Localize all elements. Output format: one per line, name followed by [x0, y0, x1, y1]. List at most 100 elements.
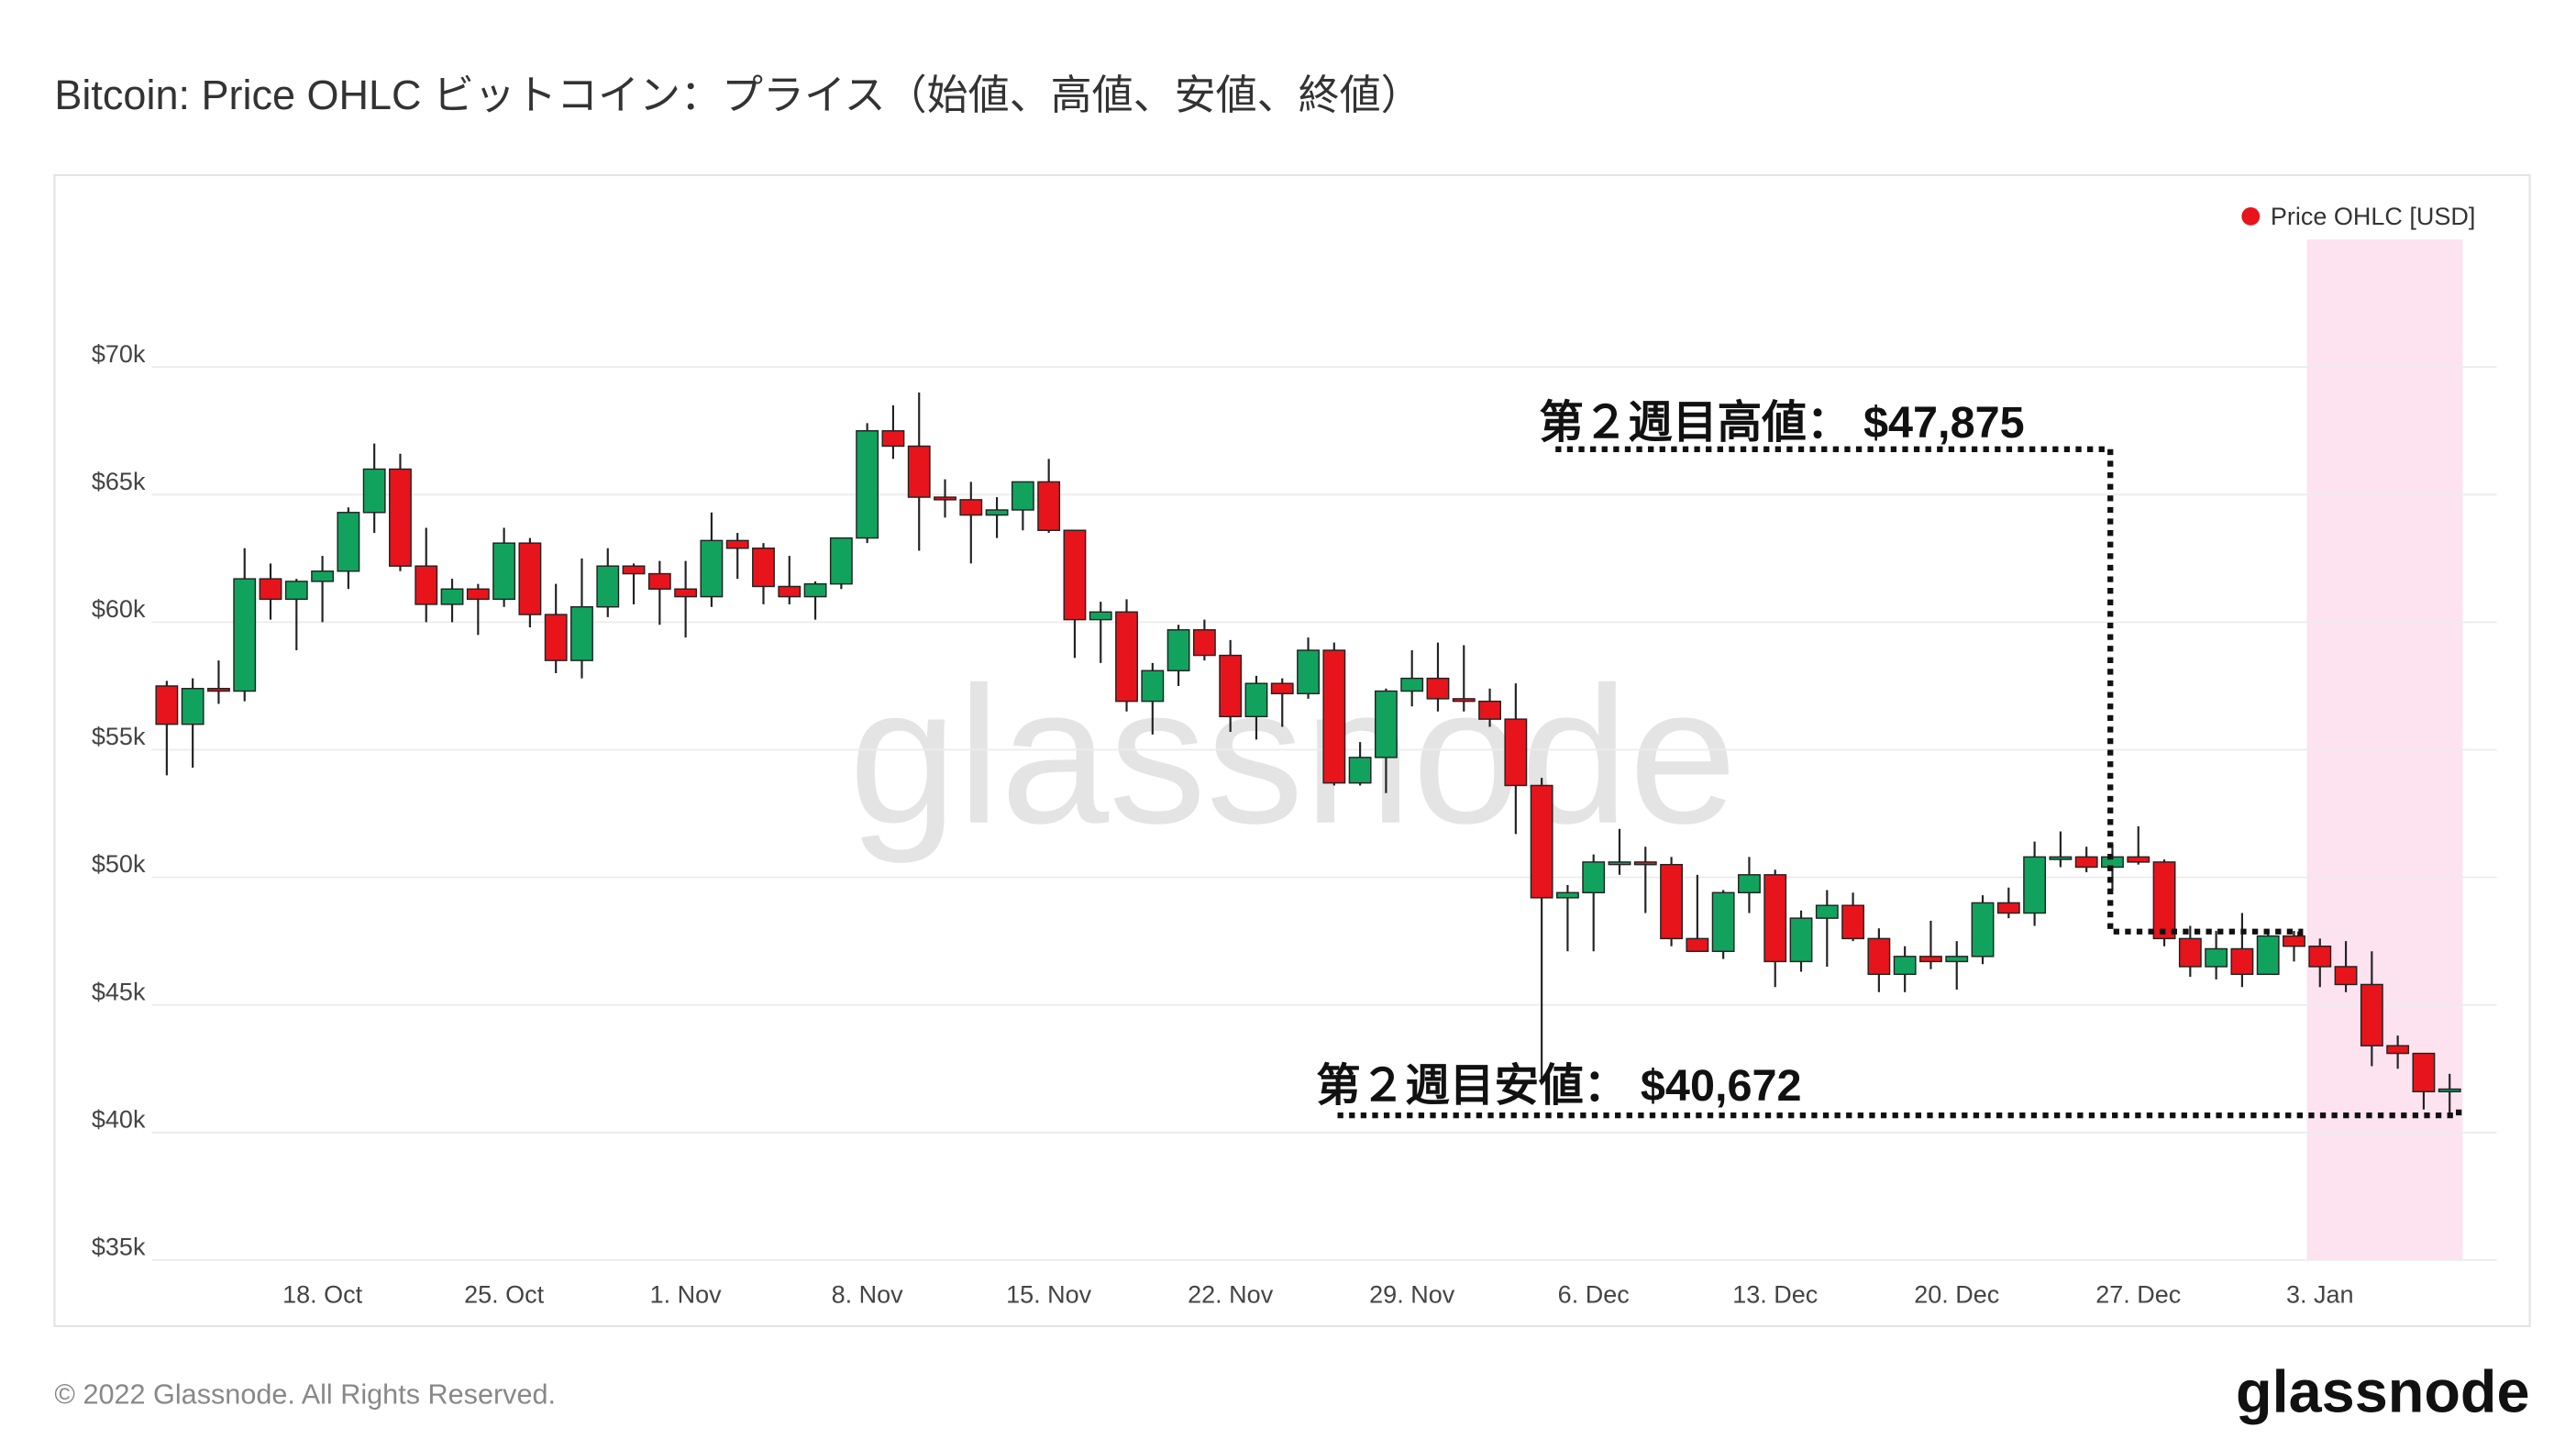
- candle-body: [415, 565, 438, 605]
- candle-body: [466, 588, 490, 601]
- y-tick-label: $40k: [92, 1105, 146, 1133]
- candle-body: [2152, 861, 2176, 940]
- candle-body: [2412, 1052, 2436, 1093]
- candle-body: [544, 614, 568, 661]
- candle-body: [518, 542, 542, 615]
- watermark: glassnode: [849, 648, 1738, 865]
- candle-body: [2334, 966, 2358, 986]
- logo: glassnode: [2236, 1358, 2530, 1425]
- annotation-line: [1555, 446, 2304, 942]
- y-tick-label: $45k: [92, 978, 146, 1005]
- candle-body: [1037, 481, 1061, 531]
- candle-body: [1633, 861, 1657, 866]
- candle-body: [700, 539, 724, 598]
- x-tick-label: 15. Nov: [1006, 1281, 1092, 1309]
- candle-body: [1686, 937, 1709, 953]
- candle-body: [2023, 856, 2047, 914]
- candle-body: [2386, 1045, 2410, 1055]
- candle-body: [1815, 904, 1839, 919]
- candle-body: [907, 445, 931, 498]
- candle-body: [440, 588, 464, 605]
- y-tick-label: $65k: [92, 468, 146, 495]
- candle-body: [985, 509, 1009, 516]
- candle-body: [362, 468, 386, 514]
- candle-body: [1400, 677, 1424, 692]
- y-tick-label: $55k: [92, 723, 146, 750]
- candle-body: [1452, 698, 1476, 703]
- x-tick-label: 18. Oct: [282, 1281, 363, 1309]
- candle-body: [1270, 682, 1294, 695]
- candle-body: [233, 578, 257, 692]
- candle-body: [934, 496, 956, 501]
- x-tick-label: 13. Dec: [1732, 1281, 1818, 1309]
- chart-title: Bitcoin: Price OHLC ビットコイン：プライス（始値、高値、安値…: [54, 72, 1421, 118]
- x-tick-label: 1. Nov: [650, 1281, 723, 1309]
- x-tick-label: 6. Dec: [1558, 1281, 1630, 1309]
- candle-body: [856, 430, 879, 539]
- candle-body: [1011, 481, 1034, 511]
- candle-body: [1711, 891, 1735, 953]
- candle-body: [2308, 946, 2332, 968]
- candle-body: [2230, 947, 2254, 976]
- candle-body: [1945, 956, 1969, 963]
- candle-body: [803, 582, 827, 598]
- candle-body: [596, 565, 620, 608]
- candle-body: [1763, 874, 1787, 963]
- x-tick-label: 29. Nov: [1369, 1281, 1455, 1309]
- candle-body: [2438, 1088, 2461, 1093]
- legend-marker: [2241, 206, 2261, 226]
- candle-body: [1789, 917, 1813, 963]
- candle-body: [1867, 937, 1891, 976]
- x-tick-label: 3. Jan: [2286, 1281, 2354, 1309]
- x-tick-label: 22. Nov: [1188, 1281, 1274, 1309]
- candle-body: [2360, 983, 2383, 1046]
- y-tick-label: $60k: [92, 595, 146, 623]
- candle-body: [284, 581, 308, 601]
- candle-body: [1738, 874, 1761, 894]
- candle-body: [155, 685, 179, 725]
- candle-body: [492, 542, 516, 601]
- candle-body: [1608, 861, 1631, 866]
- candle-body: [259, 578, 282, 601]
- candle-body: [1348, 757, 1372, 784]
- candle-body: [389, 468, 412, 567]
- candle-body: [1841, 904, 1865, 940]
- candle-body: [622, 565, 646, 575]
- candle-body: [1089, 611, 1112, 621]
- annotation-label: 第２週目高値： $47,875: [1539, 398, 2024, 448]
- x-tick-label: 27. Dec: [2095, 1281, 2181, 1309]
- copyright: © 2022 Glassnode. All Rights Reserved.: [54, 1379, 556, 1411]
- y-tick-label: $35k: [92, 1234, 146, 1261]
- candle-body: [778, 585, 802, 598]
- candle-body: [1996, 902, 2020, 914]
- candle-body: [181, 688, 205, 725]
- candle-body: [207, 688, 230, 692]
- candle-body: [881, 430, 905, 448]
- candle-body: [1971, 902, 1995, 957]
- candle-body: [570, 605, 593, 661]
- candle-body: [1919, 956, 1942, 963]
- candle-body: [1426, 677, 1450, 700]
- candle-body: [1504, 718, 1528, 787]
- candle-body: [2283, 935, 2305, 947]
- candle-body: [1374, 690, 1398, 758]
- annotation-label: 第２週目安値： $40,672: [1316, 1061, 1801, 1111]
- candle-body: [2178, 937, 2202, 968]
- candle-body: [1192, 629, 1216, 657]
- legend-label: Price OHLC [USD]: [2271, 203, 2476, 230]
- candle-body: [674, 588, 698, 598]
- candle-body: [647, 572, 671, 590]
- candle-body: [959, 499, 983, 516]
- candle-body: [1141, 670, 1165, 703]
- y-tick-label: $70k: [92, 340, 146, 368]
- candle-body: [2049, 856, 2073, 860]
- candle-body: [1115, 611, 1138, 703]
- candle-body: [752, 548, 775, 588]
- candle-body: [2127, 856, 2150, 863]
- candle-body: [1322, 649, 1346, 784]
- candle-body: [2074, 856, 2098, 869]
- candle-body: [1555, 891, 1579, 899]
